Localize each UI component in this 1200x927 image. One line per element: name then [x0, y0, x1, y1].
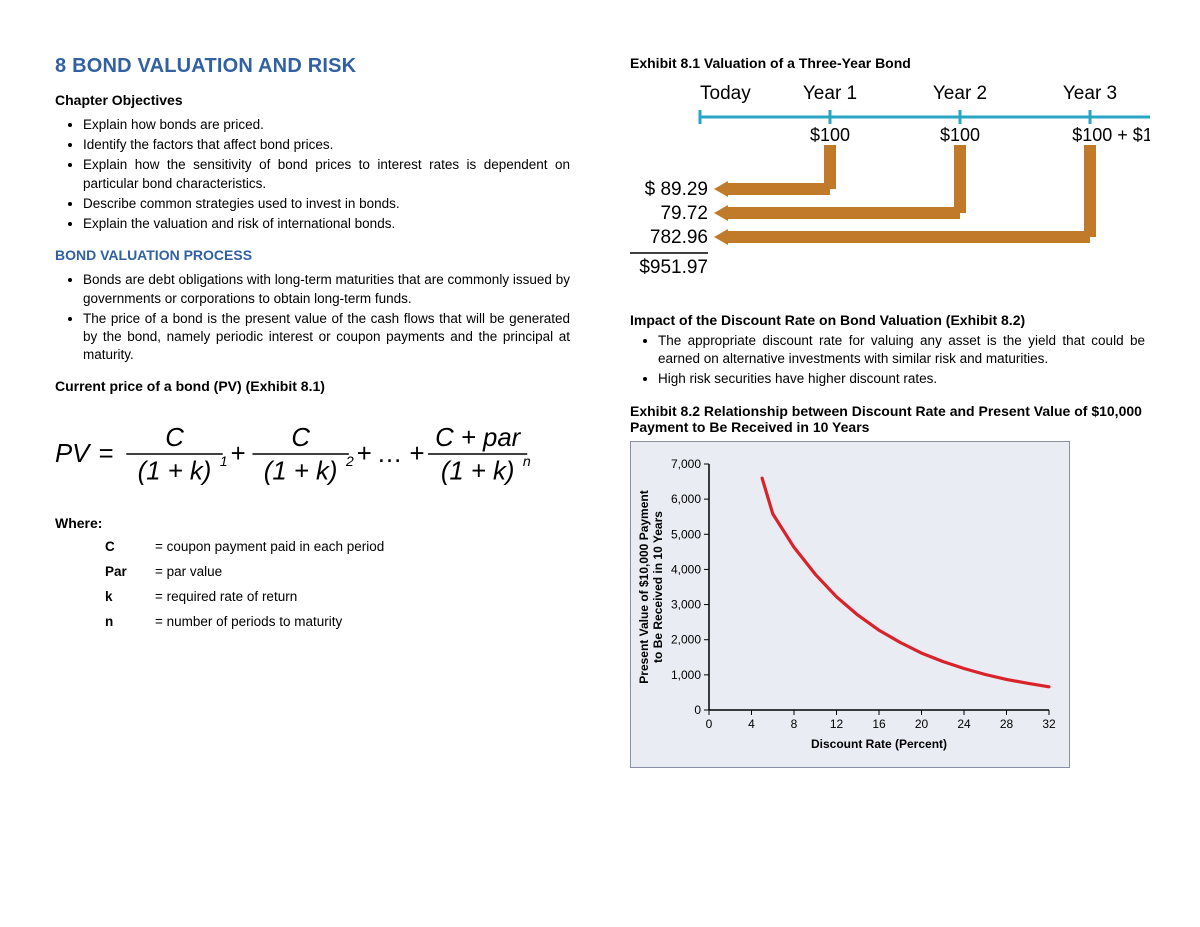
svg-text:$951.97: $951.97: [639, 257, 708, 278]
svg-text:to Be Received in 10 Years: to Be Received in 10 Years: [651, 510, 665, 662]
svg-text:0: 0: [706, 717, 713, 731]
right-column: Exhibit 8.1 Valuation of a Three-Year Bo…: [630, 55, 1145, 768]
svg-text:=: =: [99, 440, 114, 468]
svg-text:782.96: 782.96: [650, 227, 708, 248]
svg-text:4: 4: [748, 717, 755, 731]
valuation-process-list: Bonds are debt obligations with long-ter…: [55, 271, 570, 364]
svg-text:+: +: [357, 440, 372, 468]
svg-text:Present Value of $10,000 Payme: Present Value of $10,000 Payment: [639, 490, 651, 683]
chapter-objectives-list: Explain how bonds are priced. Identify th…: [55, 116, 570, 233]
list-item: Bonds are debt obligations with long-ter…: [83, 271, 570, 307]
where-label: Where:: [55, 515, 570, 531]
chapter-title: 8 BOND VALUATION AND RISK: [55, 55, 570, 78]
where-symbol: C: [105, 539, 155, 554]
exhibit-8-1-title: Exhibit 8.1 Valuation of a Three-Year Bo…: [630, 55, 1145, 71]
svg-text:Today: Today: [700, 83, 751, 104]
list-item: Describe common strategies used to inves…: [83, 195, 570, 213]
svg-text:3,000: 3,000: [671, 597, 701, 611]
svg-text:C: C: [165, 424, 184, 452]
svg-text:$100: $100: [940, 125, 980, 145]
svg-text:$100: $100: [810, 125, 850, 145]
svg-text:8: 8: [791, 717, 798, 731]
svg-text:1: 1: [220, 454, 228, 470]
where-desc: = coupon payment paid in each period: [155, 539, 570, 554]
svg-text:C + par: C + par: [435, 424, 522, 452]
list-item: The appropriate discount rate for valuin…: [658, 332, 1145, 368]
svg-text:6,000: 6,000: [671, 492, 701, 506]
where-symbol: Par: [105, 564, 155, 579]
svg-text:Discount Rate (Percent): Discount Rate (Percent): [811, 737, 947, 751]
svg-text:(1 + k): (1 + k): [441, 458, 515, 486]
svg-text:2: 2: [345, 454, 354, 470]
impact-list: The appropriate discount rate for valuin…: [630, 332, 1145, 389]
svg-text:7,000: 7,000: [671, 457, 701, 471]
svg-text:12: 12: [830, 717, 844, 731]
impact-heading: Impact of the Discount Rate on Bond Valu…: [630, 312, 1145, 328]
svg-text:Year 3: Year 3: [1063, 83, 1117, 104]
list-item: Explain the valuation and risk of intern…: [83, 215, 570, 233]
where-symbol: n: [105, 614, 155, 629]
svg-text:+: +: [231, 440, 246, 468]
where-desc: = number of periods to maturity: [155, 614, 570, 629]
left-column: 8 BOND VALUATION AND RISK Chapter Object…: [55, 55, 570, 768]
svg-text:PV: PV: [55, 440, 92, 468]
where-definitions: C= coupon payment paid in each periodPar…: [55, 539, 570, 629]
svg-text:16: 16: [872, 717, 886, 731]
svg-text:$100 + $1,000: $100 + $1,000: [1072, 125, 1150, 145]
svg-text:(1 + k): (1 + k): [264, 458, 338, 486]
list-item: Explain how bonds are priced.: [83, 116, 570, 134]
list-item: High risk securities have higher discoun…: [658, 370, 1145, 388]
list-item: Identify the factors that affect bond pr…: [83, 136, 570, 154]
where-desc: = par value: [155, 564, 570, 579]
list-item: The price of a bond is the present value…: [83, 310, 570, 365]
exhibit-8-2-chart: 0 1,000 2,000 3,000 4,000 5,000 6,000 7,000 0 4 8 1…: [630, 441, 1070, 768]
svg-text:2,000: 2,000: [671, 632, 701, 646]
where-symbol: k: [105, 589, 155, 604]
svg-text:32: 32: [1042, 717, 1056, 731]
svg-text:0: 0: [694, 703, 701, 717]
svg-text:28: 28: [1000, 717, 1014, 731]
pv-formula: PV=C(1 + k)1+C(1 + k)2+… +C + par(1 + k)…: [55, 402, 570, 505]
svg-text:Year 2: Year 2: [933, 83, 987, 104]
svg-text:4,000: 4,000: [671, 562, 701, 576]
equation-heading: Current price of a bond (PV) (Exhibit 8.…: [55, 378, 570, 394]
svg-text:20: 20: [915, 717, 929, 731]
list-item: Explain how the sensitivity of bond pric…: [83, 156, 570, 192]
where-desc: = required rate of return: [155, 589, 570, 604]
svg-text:1,000: 1,000: [671, 668, 701, 682]
exhibit-8-1-timeline: TodayYear 1Year 2Year 3$100$100$100 + $1…: [630, 77, 1145, 290]
svg-text:… +: … +: [377, 440, 425, 468]
svg-text:$ 89.29: $ 89.29: [645, 179, 708, 200]
svg-text:5,000: 5,000: [671, 527, 701, 541]
svg-text:Year 1: Year 1: [803, 83, 857, 104]
chapter-objectives-heading: Chapter Objectives: [55, 92, 570, 108]
svg-text:(1 + k): (1 + k): [138, 458, 212, 486]
svg-text:C: C: [291, 424, 310, 452]
section-heading-process: BOND VALUATION PROCESS: [55, 247, 570, 263]
exhibit-8-2-title: Exhibit 8.2 Relationship between Discoun…: [630, 403, 1145, 435]
svg-text:79.72: 79.72: [660, 203, 708, 224]
svg-text:24: 24: [957, 717, 971, 731]
svg-text:n: n: [523, 454, 531, 470]
